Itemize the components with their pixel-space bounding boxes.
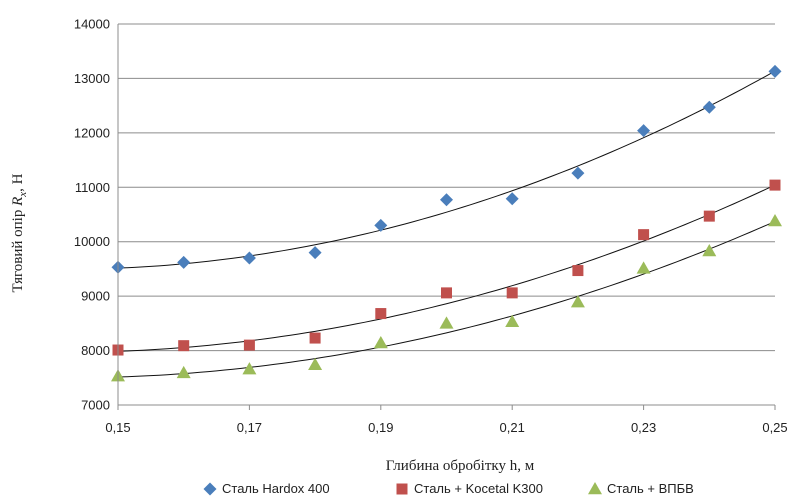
x-tick-label-3: 0,21 — [500, 420, 525, 435]
y-tick-label-0: 7000 — [81, 398, 110, 413]
legend-label-1: Сталь + Kocetal K300 — [414, 481, 543, 496]
y-tick-label-6: 13000 — [74, 71, 110, 86]
point-series-2-3 — [308, 357, 323, 370]
x-axis-title: Глибина обробітку h, м — [386, 458, 535, 474]
trend-line-series-2 — [117, 220, 776, 378]
point-series-1-3 — [309, 332, 321, 344]
y-tick-label-5: 12000 — [74, 125, 110, 140]
point-series-0-2 — [242, 251, 256, 265]
point-series-1-6 — [506, 287, 518, 299]
point-series-1-2 — [243, 339, 255, 351]
legend-label-2: Сталь + ВПБВ — [607, 481, 694, 496]
point-series-2-4 — [373, 335, 388, 349]
y-tick-label-1: 8000 — [81, 343, 110, 358]
point-series-0-10 — [768, 64, 782, 78]
legend-marker-1 — [396, 483, 408, 495]
point-series-1-1 — [178, 340, 190, 352]
point-series-2-5 — [439, 316, 454, 329]
legend-label-0: Сталь Hardox 400 — [222, 481, 330, 496]
point-series-2-8 — [636, 261, 651, 274]
point-series-0-9 — [702, 100, 716, 114]
y-axis-title-suffix: , Н — [10, 173, 26, 192]
axes — [117, 24, 776, 410]
point-series-0-1 — [177, 255, 191, 269]
y-tick-label-4: 11000 — [75, 180, 110, 195]
point-series-0-4 — [374, 218, 388, 232]
point-series-0-6 — [505, 192, 519, 206]
point-series-0-7 — [571, 166, 585, 180]
point-series-2-9 — [702, 243, 717, 257]
x-tick-label-1: 0,17 — [237, 420, 262, 435]
legend-marker-2 — [588, 482, 602, 495]
x-tick-label-4: 0,23 — [631, 420, 656, 435]
point-series-1-4 — [375, 308, 387, 320]
y-tick-label-7: 14000 — [74, 17, 110, 32]
point-series-1-7 — [572, 265, 584, 277]
point-series-2-2 — [242, 362, 257, 375]
point-series-2-6 — [505, 314, 520, 327]
point-series-0-3 — [308, 246, 322, 260]
y-axis-title-symbol: R — [10, 197, 26, 207]
y-tick-labels: 7000 8000 9000 10000 11000 12000 13000 14000 — [74, 17, 110, 413]
point-series-1-5 — [441, 287, 452, 299]
x-tick-label-5: 0,25 — [762, 420, 787, 435]
y-axis-title-subscript: x — [17, 192, 29, 198]
trend-line-series-1 — [117, 184, 776, 352]
y-axis-title: Тяговий опір Rx, Н — [10, 173, 29, 292]
point-series-2-1 — [176, 365, 191, 379]
point-series-1-8 — [638, 229, 650, 241]
point-series-0-5 — [440, 193, 453, 207]
y-tick-label-2: 9000 — [81, 289, 110, 304]
point-series-1-9 — [703, 210, 715, 222]
point-series-2-7 — [570, 295, 585, 308]
x-tick-label-2: 0,19 — [368, 420, 393, 435]
x-tick-label-0: 0,15 — [105, 420, 130, 435]
point-series-0-8 — [637, 124, 651, 138]
point-series-2-10 — [768, 214, 782, 227]
y-axis-title-prefix: Тяговий опір — [10, 206, 26, 293]
data-points — [111, 64, 782, 382]
legend: Сталь Hardox 400 Сталь + Kocetal K300 Стал… — [203, 481, 694, 496]
point-series-1-10 — [769, 179, 781, 191]
trend-lines — [117, 70, 776, 378]
x-tick-labels: 0,15 0,17 0,19 0,21 0,23 0,25 — [105, 420, 787, 435]
grid-lines — [118, 23, 775, 406]
y-tick-label-3: 10000 — [74, 234, 110, 249]
legend-marker-0 — [203, 482, 217, 496]
trend-line-series-0 — [117, 70, 776, 269]
